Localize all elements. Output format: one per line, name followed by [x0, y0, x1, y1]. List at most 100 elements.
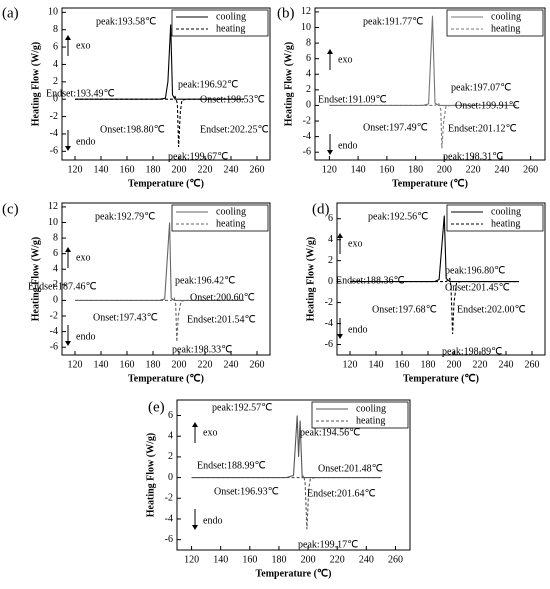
y-tick-label: -2	[303, 115, 311, 126]
y-tick-label: 12	[301, 6, 311, 17]
x-tick-label: 220	[466, 164, 481, 175]
x-tick-label: 220	[330, 554, 345, 565]
x-tick-label: 200	[172, 359, 187, 370]
y-tick-label: 0	[328, 276, 333, 287]
x-tick-label: 260	[388, 554, 403, 565]
x-tick-label: 200	[437, 164, 452, 175]
legend-box	[311, 401, 409, 429]
annotation: Endset:187.46℃	[28, 281, 97, 292]
y-axis-label: Heating Flow (W/g)	[30, 42, 41, 126]
legend-label: cooling	[216, 206, 246, 217]
x-tick-label: 180	[408, 164, 423, 175]
annotation: peak:196.92℃	[178, 79, 238, 90]
endo-label: endo	[76, 136, 95, 147]
panel-label: (b)	[277, 5, 295, 21]
y-axis-label: Heating Flow (W/g)	[145, 433, 156, 517]
y-tick-label: 4	[328, 234, 333, 245]
y-tick-label: 2	[328, 255, 333, 266]
y-tick-label: 2	[306, 84, 311, 95]
y-tick-label: -2	[50, 310, 58, 321]
curve	[75, 95, 244, 148]
legend-label: heating	[491, 218, 520, 229]
curve	[75, 222, 244, 301]
x-tick-label: 260	[250, 164, 265, 175]
panel-label: (a)	[2, 5, 19, 21]
y-tick-label: -2	[50, 111, 58, 122]
y-tick-label: -4	[50, 326, 58, 337]
y-tick-label: 0	[53, 295, 58, 306]
curve	[75, 297, 244, 342]
legend-label: cooling	[491, 11, 521, 22]
endo-label: endo	[76, 331, 95, 342]
y-tick-label: 10	[48, 217, 58, 228]
panel-label: (c)	[2, 201, 19, 217]
x-tick-label: 200	[172, 164, 187, 175]
exo-label: exo	[76, 40, 90, 51]
y-tick-label: 2	[53, 76, 58, 87]
x-tick-label: 120	[68, 164, 83, 175]
x-tick-label: 240	[359, 554, 374, 565]
annotation: Endset:201.64℃	[307, 488, 376, 499]
annotation: Endset:193.49℃	[46, 88, 115, 99]
y-axis-label: Heating Flow (W/g)	[30, 237, 41, 321]
legend-label: cooling	[216, 11, 246, 22]
curve	[75, 24, 244, 100]
curve	[350, 277, 519, 335]
legend-label: heating	[216, 23, 245, 34]
curve	[350, 215, 519, 283]
x-tick-label: 120	[184, 554, 199, 565]
y-tick-label: 0	[306, 100, 311, 111]
endo-label: endo	[203, 515, 222, 526]
y-tick-label: 4	[306, 69, 311, 80]
x-tick-label: 140	[213, 554, 228, 565]
y-tick-label: -4	[303, 131, 311, 142]
y-tick-label: 10	[48, 7, 58, 18]
legend-label: heating	[356, 415, 385, 426]
plot-frame	[314, 7, 546, 161]
annotation: Onset:201.45℃	[445, 282, 510, 293]
annotation: Endset:188.36℃	[336, 275, 405, 286]
endo-arrowhead	[65, 146, 71, 151]
y-tick-label: -6	[303, 147, 311, 158]
y-tick-label: -4	[325, 318, 333, 329]
annotation: peak:191.77℃	[363, 16, 423, 27]
annotation: peak:192.56℃	[368, 211, 428, 222]
legend-box	[171, 204, 269, 232]
y-tick-label: 8	[306, 37, 311, 48]
panel-label: (e)	[148, 399, 165, 415]
annotation: Onset:196.93℃	[214, 486, 279, 497]
y-tick-label: 8	[53, 232, 58, 243]
annotation: peak:197.07℃	[451, 82, 511, 93]
curve	[191, 415, 381, 479]
y-tick-label: 0	[168, 472, 173, 483]
annotation: peak:199.17℃	[298, 539, 358, 550]
x-tick-label: 160	[379, 164, 394, 175]
y-axis-label: Heating Flow (W/g)	[283, 42, 294, 126]
y-tick-label: -6	[325, 339, 333, 350]
annotation: peak:198.33℃	[172, 344, 232, 355]
x-axis-label: Temperature (℃)	[256, 568, 332, 579]
annotation: peak:196.42℃	[175, 275, 235, 286]
y-tick-label: 6	[168, 410, 173, 421]
x-tick-label: 160	[120, 359, 135, 370]
annotation: Onset:198.53℃	[200, 94, 265, 105]
x-tick-label: 140	[94, 164, 109, 175]
y-tick-label: -6	[165, 534, 173, 545]
annotation: peak:198.31℃	[443, 151, 503, 162]
x-tick-label: 120	[68, 359, 83, 370]
legend-box	[446, 9, 544, 37]
y-tick-label: 6	[53, 41, 58, 52]
annotation: peak:193.58℃	[96, 16, 156, 27]
endo-label: endo	[348, 324, 367, 335]
annotation: Onset:200.60℃	[190, 292, 255, 303]
x-tick-label: 160	[120, 164, 135, 175]
y-tick-label: 6	[53, 248, 58, 259]
annotation: Endset:188.99℃	[197, 460, 266, 471]
annotation: Onset:199.91℃	[455, 100, 520, 111]
x-tick-label: 240	[224, 359, 239, 370]
y-tick-label: 2	[168, 451, 173, 462]
x-tick-label: 220	[198, 164, 213, 175]
annotation: peak:196.80℃	[445, 265, 505, 276]
y-axis-label: Heating Flow (W/g)	[305, 237, 316, 321]
exo-label: exo	[203, 427, 217, 438]
